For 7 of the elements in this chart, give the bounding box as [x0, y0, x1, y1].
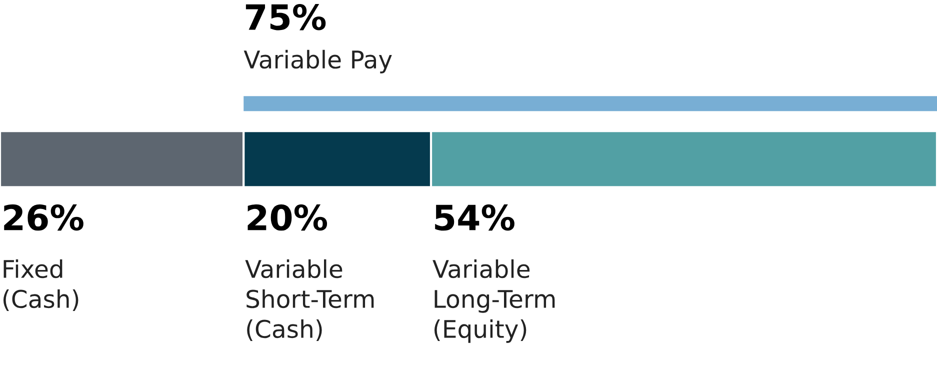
data-label: 26%: [4, 204, 84, 231]
data-label: 20%: [248, 204, 328, 231]
text: 75% Variable Pay: [244, 4, 392, 74]
text: Variable Long-Term (Equity): [432, 259, 555, 343]
data-label: 54%: [435, 204, 514, 231]
text: Fixed (Cash): [3, 259, 78, 312]
text: Variable Short-Term (Cash): [245, 259, 374, 341]
